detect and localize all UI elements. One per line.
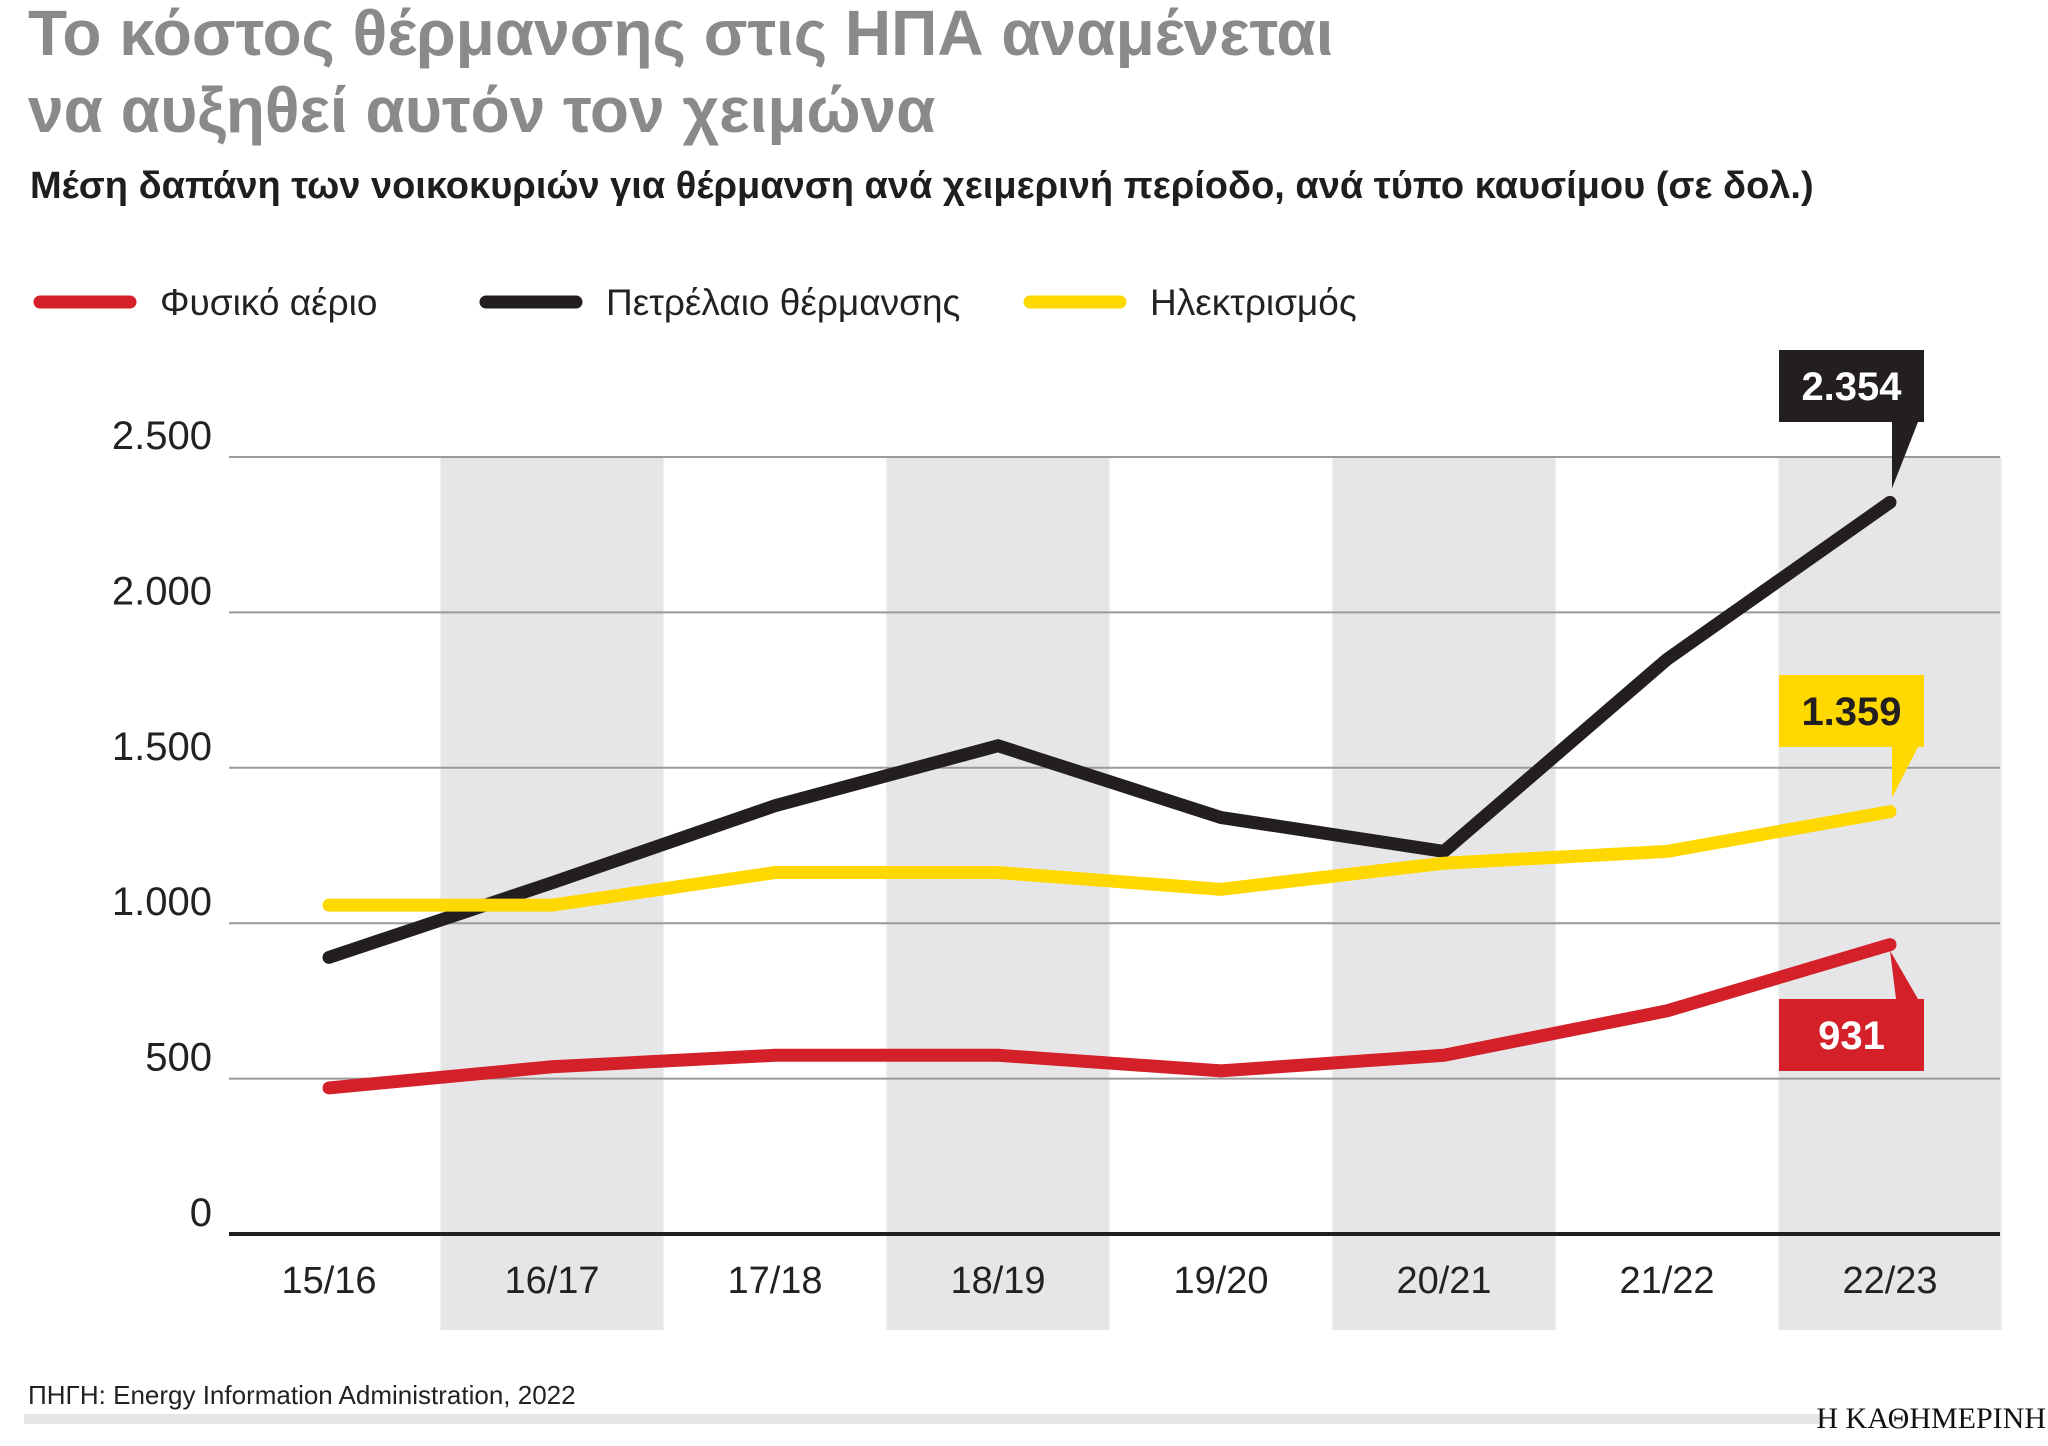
band-18/19 [886, 457, 1110, 1330]
band-22/23 [1778, 457, 2002, 1330]
legend-label: Πετρέλαιο θέρμανσης [606, 282, 960, 323]
gridlines [229, 456, 2000, 1236]
x-tick-label: 16/17 [504, 1260, 599, 1302]
x-tick-label: 15/16 [281, 1260, 376, 1302]
chart-title-line-2: να αυξηθεί αυτόν τον χειμώνα [28, 74, 935, 146]
x-tick-label: 18/19 [950, 1260, 1045, 1302]
series-line-0 [322, 938, 1897, 1095]
legend-label: Φυσικό αέριο [160, 282, 377, 323]
legend-item: Φυσικό αέριο [33, 282, 377, 323]
series-line-1 [322, 495, 1897, 964]
callout-pointer [1890, 950, 1918, 999]
callout-pointer [1892, 422, 1918, 489]
callout-value: 931 [1818, 1014, 1885, 1058]
x-tick-label: 19/20 [1173, 1260, 1268, 1302]
callout-2: 1.359 [1779, 675, 1924, 798]
band-20/21 [1332, 457, 1556, 1330]
callout-box [1779, 675, 1924, 747]
source-note: ΠΗΓΗ: Energy Information Administration,… [28, 1380, 576, 1410]
y-tick-label: 0 [190, 1191, 212, 1235]
legend-item: Πετρέλαιο θέρμανσης [479, 282, 960, 323]
callout-0: 931 [1779, 950, 1924, 1071]
y-tick-label: 1.000 [112, 880, 212, 924]
series-lines [322, 495, 1897, 1095]
x-axis: 15/16 16/17 17/18 18/19 19/20 20/21 21/22 22/23 [281, 1260, 1937, 1302]
chart-title-line-1: Το κόστος θέρμανσης στις ΗΠΑ αναμένεται [28, 0, 1334, 69]
y-tick-label: 2.500 [112, 414, 212, 458]
y-tick-label: 500 [145, 1036, 212, 1080]
end-value-callouts: 931 2.354 1.359 [1779, 350, 1924, 1071]
x-tick-label: 20/21 [1396, 1260, 1491, 1302]
callout-box [1779, 999, 1924, 1071]
legend: Φυσικό αέριο Πετρέλαιο θέρμανσης Ηλεκτρισμ… [33, 282, 1357, 323]
callout-pointer [1892, 747, 1918, 798]
callout-value: 1.359 [1801, 690, 1901, 734]
chart-subtitle: Μέση δαπάνη των νοικοκυριών για θέρμανση… [30, 165, 1814, 207]
y-tick-label: 1.500 [112, 725, 212, 769]
series-line-2 [322, 805, 1897, 912]
legend-label: Ηλεκτρισμός [1150, 282, 1357, 323]
brand-logo: Η ΚΑΘΗΜΕΡΙΝΗ [1816, 1402, 2046, 1435]
callout-box [1779, 350, 1924, 422]
y-tick-label: 2.000 [112, 569, 212, 613]
callout-value: 2.354 [1801, 365, 1902, 409]
callout-1: 2.354 [1779, 350, 1924, 489]
y-axis: 0 500 1.000 1.500 2.000 2.500 [112, 414, 212, 1235]
background-bands [440, 457, 2002, 1330]
legend-item: Ηλεκτρισμός [1023, 282, 1357, 323]
x-tick-label: 21/22 [1619, 1260, 1714, 1302]
footer-bar [24, 1414, 1824, 1424]
x-tick-label: 17/18 [727, 1260, 822, 1302]
x-tick-label: 22/23 [1842, 1260, 1937, 1302]
